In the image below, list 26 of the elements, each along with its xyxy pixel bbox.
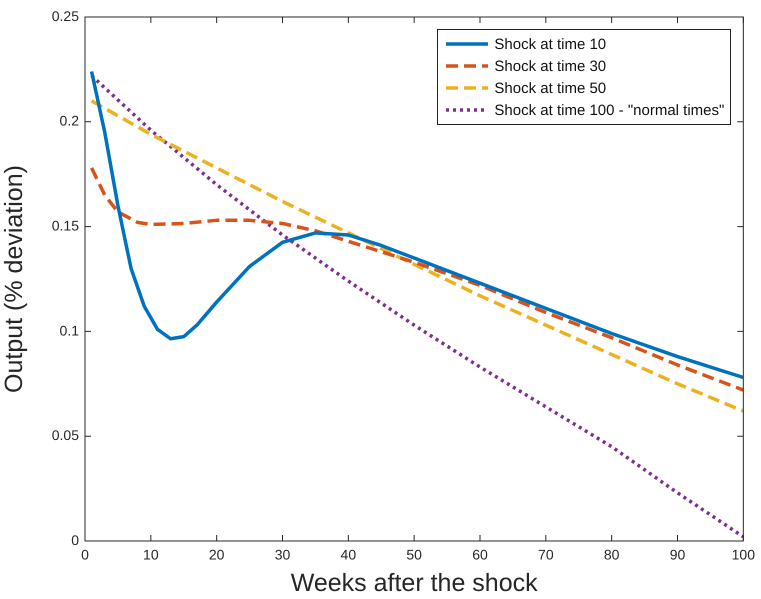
legend-label: Shock at time 50 [494,80,606,96]
y-tick-label: 0 [71,532,80,548]
x-tick-label: 0 [81,546,90,562]
line-series [90,74,744,539]
y-axis-title: Output (% deviation) [0,165,28,393]
y-tick-label: 0.2 [60,112,80,129]
legend-label: Shock at time 10 [494,36,606,52]
y-tick-label: 0.1 [60,322,80,338]
legend-label: Shock at time 100 - "normal times" [494,102,724,118]
legend-label: Shock at time 30 [494,58,606,74]
line-series [90,166,744,392]
x-axis-title: Weeks after the shock [290,568,538,597]
x-tick-label: 40 [340,546,356,562]
x-tick-label: 20 [208,546,225,562]
x-tick-label: 70 [538,546,554,562]
x-tick-label: 10 [143,546,159,562]
x-tick-label: 60 [472,546,488,562]
x-tick-label: 30 [274,546,290,562]
x-tick-label: 50 [406,546,422,562]
x-tick-label: 90 [670,546,686,562]
y-tick-label: 0.15 [52,217,80,234]
line-series [90,99,744,413]
y-tick-label: 0.05 [52,427,80,444]
x-tick-label: 100 [732,546,756,562]
y-tick-label: 0.25 [52,8,80,24]
x-tick-label: 80 [604,546,620,562]
